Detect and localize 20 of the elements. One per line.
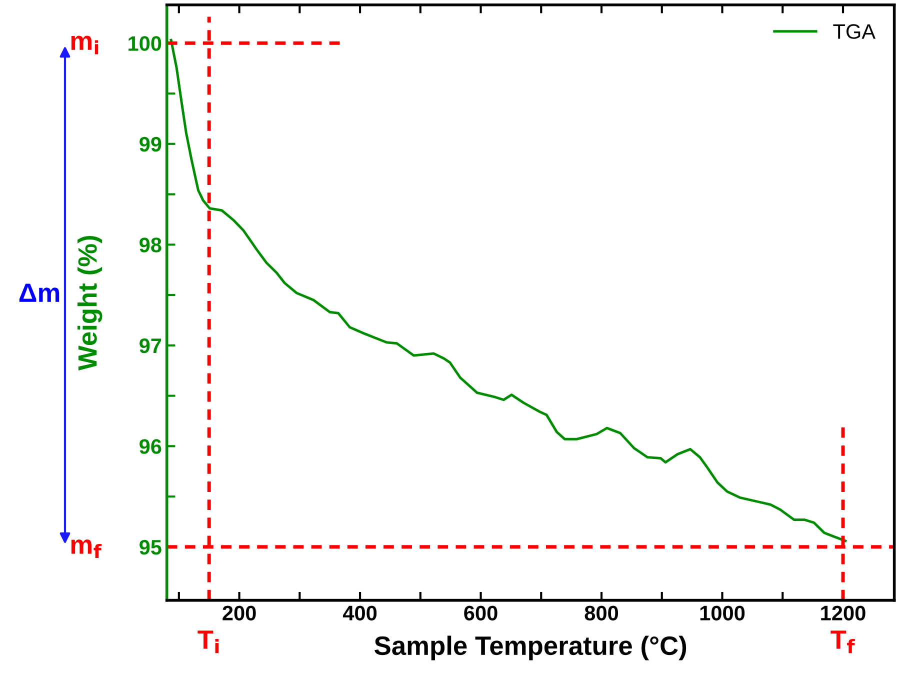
y-tick-label: 97 <box>140 338 162 354</box>
x-tick-label: 800 <box>584 606 618 620</box>
y-tick-label: 95 <box>140 540 162 555</box>
y-tick-label: 100 <box>128 36 162 51</box>
ref-line-label: T$_{f}$ <box>830 630 855 654</box>
text: Δm <box>19 284 60 302</box>
y-tick-label: 98 <box>140 238 162 252</box>
x-tick-label: 200 <box>222 606 256 620</box>
y-tick-label: 99 <box>140 136 162 152</box>
legend-label: TGA <box>833 24 876 39</box>
x-tick-label: 1000 <box>700 606 745 620</box>
ref-line-label: m$_{f}$ <box>71 539 102 558</box>
x-axis-title: Sample Temperature (°C) <box>374 636 686 660</box>
ref-line-label: m$_{i}$ <box>71 36 98 54</box>
x-tick-label: 1200 <box>821 606 866 620</box>
x-tick-label: 400 <box>342 606 377 620</box>
x-tick-label: 600 <box>464 606 498 620</box>
y-axis-title: Weight (%) <box>78 236 102 370</box>
ref-line-label: T$_{i}$ <box>198 630 219 654</box>
y-tick-label: 96 <box>140 439 162 454</box>
